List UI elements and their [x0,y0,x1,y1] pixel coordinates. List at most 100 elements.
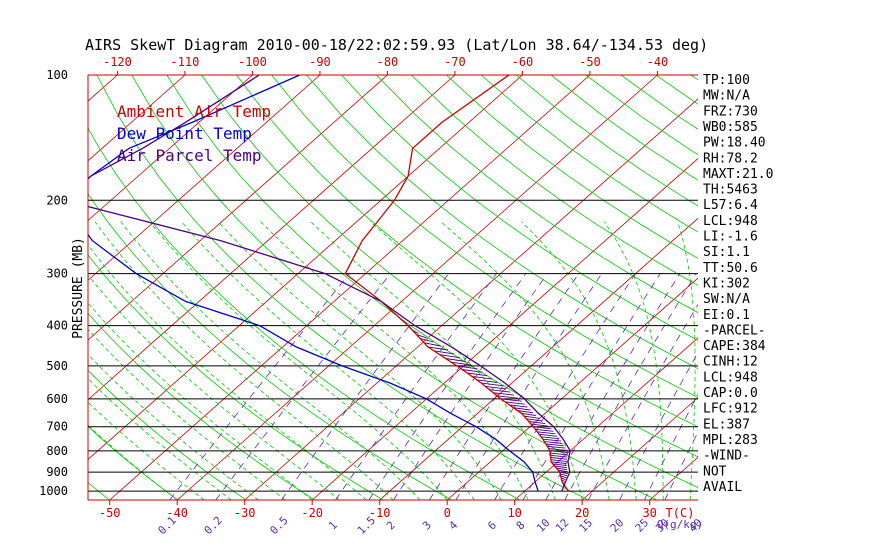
cape-hatch-line [517,410,534,414]
dry-adiabat-line [446,75,698,259]
moist-adiabat-line [88,274,340,500]
pressure-tick-label: 100 [46,68,68,82]
moist-adiabat-line [310,221,556,500]
mixing-ratio-label: 1 [326,519,340,533]
stat-item: SW:N/A [703,292,750,307]
dry-adiabat-line [88,425,178,500]
stat-item: -WIND- [703,449,750,464]
cape-hatch-line [476,379,498,383]
isotherm-line [88,75,186,162]
dry-adiabat-line [376,75,698,314]
chart-title: AIRS SkewT Diagram 2010-00-18/22:02:59.9… [85,36,708,54]
cape-hatch-line [531,423,549,427]
top-temp-label: -90 [309,55,331,69]
isotherm-line [852,75,870,500]
cape-hatch-line [560,473,568,477]
cape-hatch-line [561,477,566,481]
bottom-temp-label: 30 [642,506,656,520]
cape-hatch-line [560,475,567,479]
pressure-tick-label: 200 [46,193,68,207]
cape-hatch-line [521,412,536,416]
mixing-ratio-label: 0.5 [267,514,290,537]
cape-hatch-line [504,401,525,405]
moist-adiabat-line [260,221,529,500]
series-air-parcel-temp [88,75,571,492]
mixing-ratio-line [522,273,661,500]
dry-adiabat-line [0,75,41,500]
bottom-temp-label: 10 [507,506,521,520]
cape-hatch-line [537,431,556,435]
cape-hatch-line [559,471,569,475]
moist-adiabat-line [148,221,448,500]
cape-hatch-line [539,433,558,437]
mixing-ratio-label: 6 [485,519,499,533]
legend-parcel: Air Parcel Temp [117,146,262,165]
stat-item: SI:1.1 [703,245,750,260]
dry-adiabat-line [88,127,521,500]
cape-hatch-line [552,463,567,467]
cape-hatch-line [493,392,515,396]
isotherm-line [446,277,698,500]
cape-hatch-line [550,459,567,462]
cape-hatch-line [523,415,540,419]
bottom-temp-label: -30 [234,506,256,520]
stat-item: LI:-1.6 [703,230,758,245]
mixing-ratio-label: 0.2 [202,514,225,537]
cape-hatch-line [551,461,567,464]
top-temp-label: -110 [170,55,199,69]
mixing-ratio-line [393,273,548,500]
cape-hatch-line [456,365,478,370]
isotherm-line [311,158,698,500]
dry-adiabat-line [88,192,452,500]
pressure-tick-label: 1000 [39,484,68,498]
moist-adiabat-line [88,244,367,500]
cape-hatch-line [461,369,483,373]
stat-item: TP:100 [703,73,750,88]
cape-hatch-line [433,350,455,355]
cape-hatch-line [451,361,472,366]
isotherm-line [88,75,253,222]
cape-hatch-line [424,342,441,347]
mixing-ratio-label: 20 [608,516,627,535]
mixing-ratio-line [368,273,527,500]
stat-item: LCL:948 [703,370,758,385]
legend: Ambient Air Temp Dew Point Temp Air Parc… [117,102,271,165]
mixing-ratio-line [215,273,391,500]
top-temp-label: -60 [512,55,534,69]
bottom-temp-label: -10 [369,506,391,520]
cape-hatch-line [557,469,568,473]
cape-hatch-line [544,441,563,444]
series-ambient-air-temp [344,75,570,492]
cape-hatch-line [500,398,522,402]
cape-hatch-line [496,395,518,399]
mixing-ratio-label: 3 [420,519,434,533]
moist-adiabat-line [217,221,502,500]
cape-hatch-line [528,421,546,425]
dry-adiabat-line [131,75,658,500]
stat-item: TT:50.6 [703,261,758,276]
isotherm-line [581,396,698,500]
stat-item: LFC:912 [703,402,758,417]
cape-hatch-line [420,338,434,343]
cape-hatch-line [481,382,503,387]
dry-adiabat-line [866,75,870,500]
top-temp-label: -100 [238,55,267,69]
cape-hatch-line [445,358,466,362]
dry-adiabat-line [341,75,698,341]
pressure-tick-label: 400 [46,319,68,333]
cape-hatch-line [542,438,562,442]
mixing-ratio-unit: Q(g/kg) [657,518,703,531]
moist-adiabat-line [181,221,475,500]
series-dew-point-temp [88,75,539,492]
mixing-ratio-line [455,273,603,500]
mixing-ratio-line [429,273,580,500]
isotherm-line [109,75,591,500]
stat-item: L57:6.4 [703,198,758,213]
cape-hatch-line [485,385,507,390]
mixing-ratio-label: 4 [446,518,460,532]
pressure-tick-label: 900 [46,465,68,479]
stat-item: KI:302 [703,276,750,291]
isotherm-line [514,337,698,500]
dry-adiabat-line [306,75,698,370]
